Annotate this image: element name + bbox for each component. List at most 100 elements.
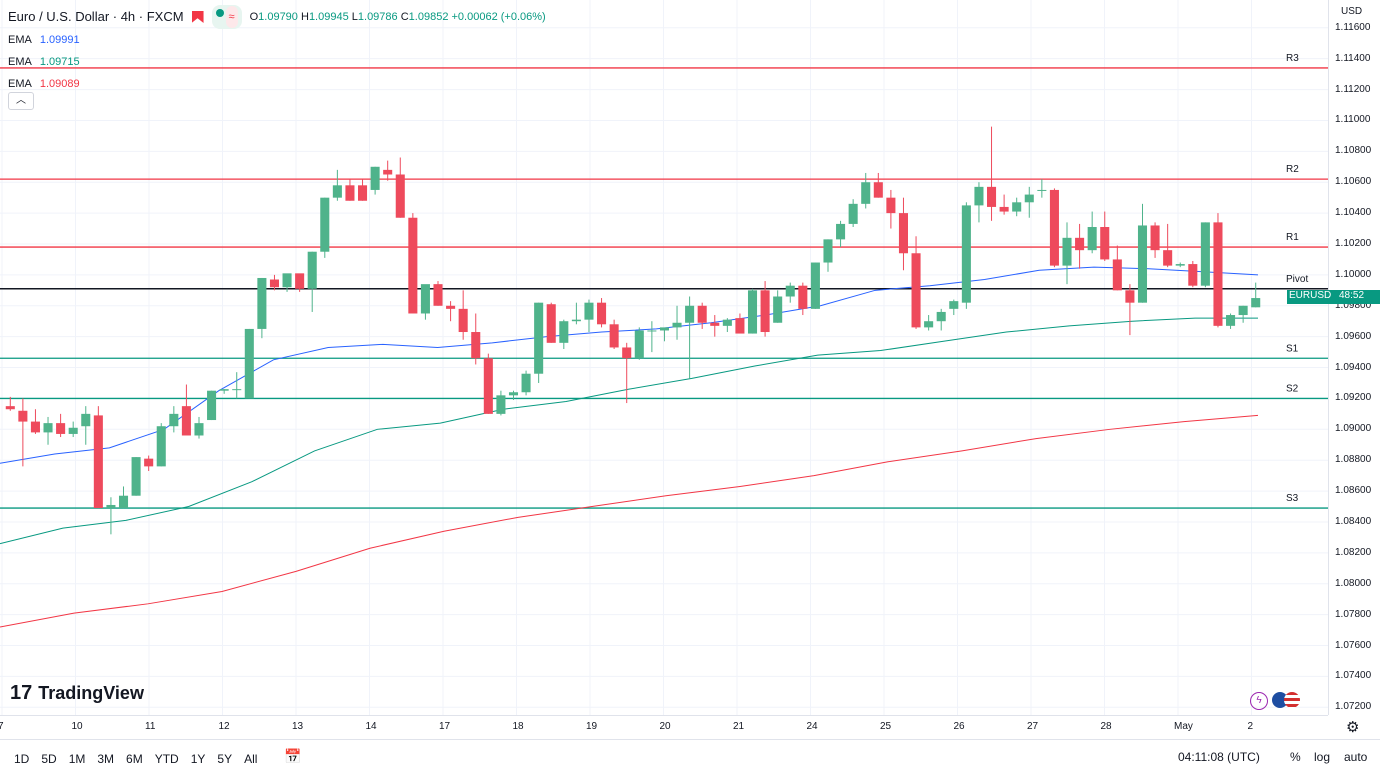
price-tick: 1.09400 <box>1335 361 1372 373</box>
ema-value-1: 1.09991 <box>39 34 80 46</box>
currency-label[interactable]: USD <box>1341 6 1363 17</box>
candle-body <box>156 426 166 467</box>
alert-icon[interactable] <box>191 11 204 23</box>
market-status[interactable]: ≈ <box>211 5 242 29</box>
timeframe-list: 1D 5D 1M 3M 6M YTD 1Y 5Y All <box>14 750 269 768</box>
level-label-r1: R1 <box>1286 232 1299 243</box>
candle-body <box>521 373 531 393</box>
candle-body <box>244 328 254 399</box>
wave-icon: ≈ <box>225 6 238 28</box>
candle-body <box>1175 264 1185 266</box>
candlestick-chart[interactable]: R3 R2 R1 Pivot S1 S2 S3 <box>0 0 1328 715</box>
price-tick: 1.11400 <box>1335 52 1371 64</box>
candle-body <box>685 305 695 323</box>
auto-toggle[interactable]: auto <box>1344 750 1368 764</box>
timeframe-button-5y[interactable]: 5Y <box>217 752 233 766</box>
price-tick: 1.08000 <box>1335 577 1372 589</box>
timeframe-button-6m[interactable]: 6M <box>126 752 143 766</box>
candle-body <box>1137 225 1148 303</box>
candle-body <box>886 197 896 214</box>
ema-legend-3[interactable]: EMA 1.09089 <box>8 73 546 95</box>
time-tick: 17 <box>439 721 451 732</box>
timeframe-button-5d[interactable]: 5D <box>41 752 57 766</box>
timeframe-button-1y[interactable]: 1Y <box>190 752 206 766</box>
time-tick: 20 <box>659 721 671 732</box>
candle-body <box>458 308 468 333</box>
time-axis[interactable]: 7 10 11 12 13 14 17 18 19 20 21 24 25 26 27 28 May 2 ⚙ <box>0 715 1359 739</box>
log-toggle[interactable]: log <box>1314 750 1331 764</box>
candle-body <box>118 495 129 509</box>
candle-body <box>1087 227 1097 251</box>
candle-body <box>1112 259 1122 291</box>
candle-body <box>5 406 15 410</box>
time-tick: 21 <box>733 721 745 732</box>
candle-body <box>93 415 103 509</box>
candle-body <box>848 203 858 224</box>
timeframe-button-all[interactable]: All <box>244 752 258 766</box>
candle-body <box>634 330 644 359</box>
ema-line-3 <box>0 414 1259 628</box>
symbol-title[interactable]: Euro / U.S. Dollar · 4h · FXCM <box>8 9 184 24</box>
market-open-icon <box>215 9 224 17</box>
candle-body <box>320 197 330 252</box>
candle-body <box>584 302 594 320</box>
time-tick: 10 <box>71 721 83 732</box>
collapse-legend-button[interactable]: ︿ <box>8 92 34 110</box>
timeframe-button-3m[interactable]: 3M <box>97 752 115 766</box>
candle-body <box>785 285 795 297</box>
timeframe-button-1d[interactable]: 1D <box>14 752 30 766</box>
candle-body <box>269 279 279 288</box>
chart-area[interactable]: R3 R2 R1 Pivot S1 S2 S3 Euro / U.S. Dollar · 4… <box>0 0 1328 715</box>
candle-body <box>257 277 267 329</box>
candle-body <box>760 290 770 333</box>
candle-body <box>408 217 418 314</box>
chart-legend: Euro / U.S. Dollar · 4h · FXCM ≈ O1.0979… <box>8 5 546 95</box>
candle-body <box>1125 290 1135 303</box>
price-tick: 1.10800 <box>1335 145 1372 157</box>
candle-body <box>659 327 669 331</box>
tradingview-logo[interactable]: 17 TradingView <box>10 682 144 704</box>
ema-value-3: 1.09089 <box>39 78 80 90</box>
candle-body <box>1024 194 1034 203</box>
price-tick: 1.10000 <box>1335 268 1372 280</box>
level-label-r2: R2 <box>1286 164 1299 175</box>
settings-icon[interactable]: ⚙ <box>1346 719 1360 736</box>
percent-toggle[interactable]: % <box>1290 750 1301 764</box>
price-tick: 1.08600 <box>1335 485 1372 497</box>
time-tick: 24 <box>806 721 818 732</box>
timeframe-button-ytd[interactable]: YTD <box>154 752 179 766</box>
price-tick: 1.09800 <box>1335 299 1372 311</box>
price-tick: 1.09200 <box>1335 392 1372 404</box>
ema-legend-1[interactable]: EMA 1.09991 <box>8 29 546 51</box>
time-tick: 11 <box>145 721 156 732</box>
candle-body <box>534 302 544 374</box>
utc-clock[interactable]: 04:11:08 (UTC) <box>1178 750 1260 764</box>
time-tick: 27 <box>1027 721 1039 732</box>
level-label-s1: S1 <box>1286 343 1299 354</box>
candle-body <box>1188 264 1198 286</box>
candle-body <box>722 319 732 326</box>
candle-body <box>911 253 921 328</box>
candle-body <box>358 185 368 201</box>
candle-body <box>999 206 1009 212</box>
timeframe-button-1m[interactable]: 1M <box>68 752 86 766</box>
candle-body <box>697 305 707 323</box>
candle-body <box>810 262 820 309</box>
candle-body <box>144 458 154 467</box>
candle-body <box>207 390 217 421</box>
price-axis[interactable]: USD 1.11600 1.11400 1.11200 1.11000 1.10800 1… <box>1287 0 1380 715</box>
ema-value-2: 1.09715 <box>39 56 80 68</box>
candle-body <box>508 392 519 396</box>
candle-body <box>1163 250 1173 266</box>
price-tick: 1.10200 <box>1335 237 1372 249</box>
price-tick: 1.09000 <box>1335 423 1372 435</box>
price-tick: 1.07600 <box>1335 639 1372 651</box>
price-tick: 1.11000 <box>1335 114 1371 126</box>
candle-body <box>898 213 908 254</box>
lightning-icon[interactable]: ϟ <box>1250 692 1268 710</box>
candle-body <box>496 395 506 414</box>
candle-body <box>30 421 40 433</box>
candle-body <box>395 174 405 218</box>
date-range-icon[interactable]: 📅 <box>284 748 302 764</box>
ema-legend-2[interactable]: EMA 1.09715 <box>8 51 546 73</box>
